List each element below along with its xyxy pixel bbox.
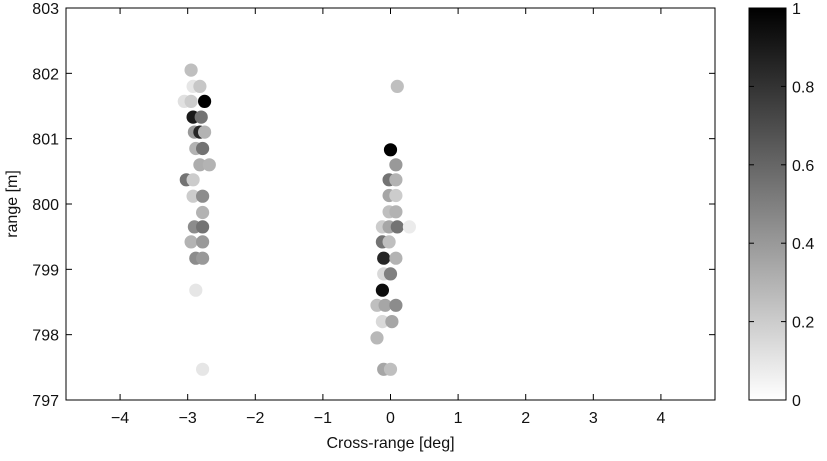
data-point (196, 251, 210, 265)
data-point (389, 158, 403, 172)
data-point (196, 220, 210, 234)
y-tick-label: 799 (32, 262, 59, 279)
x-tick-label: −2 (246, 410, 264, 427)
data-point (198, 94, 212, 108)
colorbar (748, 7, 787, 401)
colorbar-tick-label: 0.6 (792, 158, 814, 175)
data-point (186, 189, 200, 203)
data-point (202, 158, 216, 172)
x-tick-label: −3 (179, 410, 197, 427)
data-point (378, 298, 392, 312)
x-tick-label: 1 (454, 410, 463, 427)
data-point (193, 158, 207, 172)
y-tick-label: 803 (32, 1, 59, 18)
data-point (196, 362, 210, 376)
data-point (389, 298, 403, 312)
x-tick-label: −4 (111, 410, 129, 427)
x-axis-label: Cross-range [deg] (326, 435, 454, 452)
x-tick-label: 2 (521, 410, 530, 427)
data-point (184, 63, 198, 77)
data-point (184, 94, 198, 108)
data-point (389, 173, 403, 187)
data-point (184, 235, 198, 249)
colorbar-tick-label: 0.2 (792, 315, 814, 332)
data-point (196, 205, 210, 220)
plot-area (65, 7, 716, 401)
data-point (389, 205, 403, 219)
data-point (370, 331, 384, 345)
colorbar-tick-label: 0 (792, 393, 801, 410)
colorbar-tick-label: 1 (792, 1, 801, 18)
data-point (194, 110, 208, 124)
data-point (375, 283, 389, 297)
y-axis: 797 798 799 800 801 802 803 (32, 1, 715, 410)
data-point (390, 79, 404, 93)
y-tick-label: 797 (32, 393, 59, 410)
colorbar-axis: 0 0.2 0.4 0.6 0.8 1 (749, 1, 814, 410)
x-tick-label: −1 (314, 410, 332, 427)
data-point (389, 188, 403, 203)
data-point (402, 220, 416, 234)
x-tick-label: 0 (386, 410, 395, 427)
x-tick-label: 3 (589, 410, 598, 427)
x-axis: −4 −3 −2 −1 0 1 2 3 4 (111, 8, 665, 427)
y-tick-label: 798 (32, 328, 59, 345)
y-axis-label: range [m] (4, 170, 21, 238)
data-point (382, 235, 396, 249)
data-point (383, 267, 398, 281)
x-tick-label: 4 (656, 410, 665, 427)
data-point (193, 79, 207, 93)
data-point (196, 189, 210, 203)
y-tick-label: 800 (32, 197, 59, 214)
colorbar-tick-label: 0.8 (792, 79, 814, 96)
data-point (189, 283, 203, 297)
data-point (385, 315, 399, 329)
y-tick-label: 802 (32, 66, 59, 83)
data-point (389, 251, 403, 265)
data-point (198, 125, 212, 139)
data-point (390, 220, 404, 234)
data-points (177, 63, 416, 376)
data-point (383, 143, 398, 157)
data-point (383, 362, 398, 376)
colorbar-tick-label: 0.4 (792, 236, 814, 253)
data-point (375, 315, 389, 329)
data-point (196, 141, 210, 156)
data-point (377, 251, 391, 265)
y-tick-label: 801 (32, 132, 59, 149)
data-point (196, 235, 210, 249)
data-point (186, 173, 200, 187)
